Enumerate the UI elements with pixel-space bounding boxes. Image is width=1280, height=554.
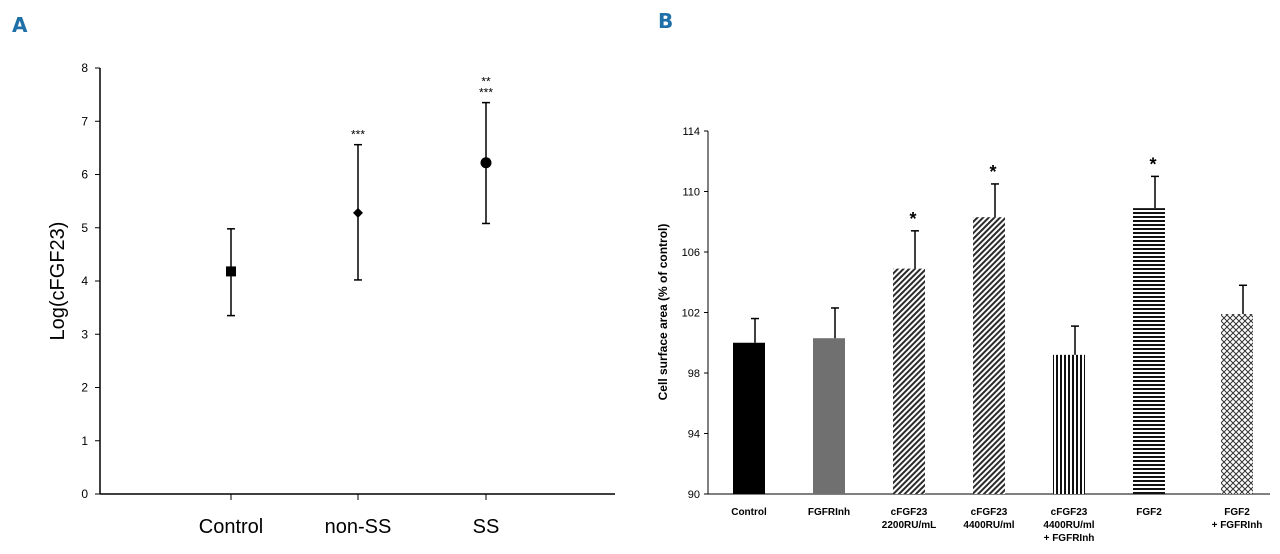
y-tick-label-b: 106 <box>682 247 700 259</box>
y-tick-label-b: 94 <box>688 429 700 441</box>
chart-b: 90 94 98 102 106 110 114 Cell surface area (% o… <box>656 126 1270 544</box>
significance-label-b: * <box>909 209 916 229</box>
significance-label-a: ** <box>481 75 491 89</box>
bar-b <box>1133 208 1165 494</box>
x-tick-label-b: FGF2 <box>1224 507 1250 518</box>
x-tick-label-b: 4400RU/ml <box>963 520 1014 531</box>
y-tick-label-b: 114 <box>682 126 700 138</box>
y-tick-label-a: 4 <box>81 274 88 288</box>
y-tick-label-a: 6 <box>81 168 88 182</box>
y-tick-label-a: 8 <box>81 61 88 75</box>
x-tick-label-a: Control <box>199 516 263 538</box>
significance-label-a: *** <box>351 128 365 142</box>
y-axis-title-b: Cell surface area (% of control) <box>656 224 670 401</box>
x-tick-label-b: cFGF23 <box>891 507 928 518</box>
chart-a: 0 1 2 3 4 5 6 7 8 Log(cFGF23) Control non-SS *** SS **… <box>47 61 615 538</box>
x-tick-label-b: FGFRInh <box>808 507 850 518</box>
x-tick-label-b: cFGF23 <box>1051 507 1088 518</box>
data-point-a <box>353 207 363 218</box>
y-axis-title-a: Log(cFGF23) <box>47 222 69 341</box>
y-tick-label-b: 98 <box>688 368 700 380</box>
x-tick-label-b: Control <box>731 507 767 518</box>
bar-b <box>1053 354 1085 494</box>
x-tick-label-b: cFGF23 <box>971 507 1008 518</box>
y-tick-label-a: 3 <box>81 327 88 341</box>
bar-b <box>813 338 845 494</box>
y-tick-label-a: 5 <box>81 221 88 235</box>
significance-label-b: * <box>1149 154 1156 174</box>
y-tick-label-a: 2 <box>81 381 88 395</box>
bar-b <box>893 268 925 494</box>
panel-a-label: A <box>12 13 28 37</box>
x-tick-label-a: non-SS <box>325 516 392 538</box>
bar-b <box>1221 314 1253 494</box>
bar-b <box>733 342 765 494</box>
significance-label-b: * <box>989 162 996 182</box>
x-tick-label-b: FGF2 <box>1136 507 1162 518</box>
y-tick-label-b: 90 <box>688 489 700 501</box>
data-point-a <box>226 266 236 277</box>
x-tick-label-b: + FGFRInh <box>1044 533 1095 544</box>
y-tick-label-a: 1 <box>81 434 88 448</box>
y-tick-label-a: 7 <box>81 114 88 128</box>
bar-b <box>973 217 1005 494</box>
data-point-a <box>480 157 492 169</box>
y-tick-label-b: 110 <box>682 187 700 199</box>
y-tick-label-b: 102 <box>682 308 700 320</box>
significance-label-a: *** <box>479 86 493 100</box>
x-tick-label-b: 2200RU/mL <box>882 520 936 531</box>
x-tick-label-b: + FGFRInh <box>1212 520 1263 531</box>
x-tick-label-b: 4400RU/ml <box>1043 520 1094 531</box>
x-tick-label-a: SS <box>473 516 500 538</box>
y-tick-label-a: 0 <box>81 487 88 501</box>
panel-b-label: B <box>658 9 673 33</box>
